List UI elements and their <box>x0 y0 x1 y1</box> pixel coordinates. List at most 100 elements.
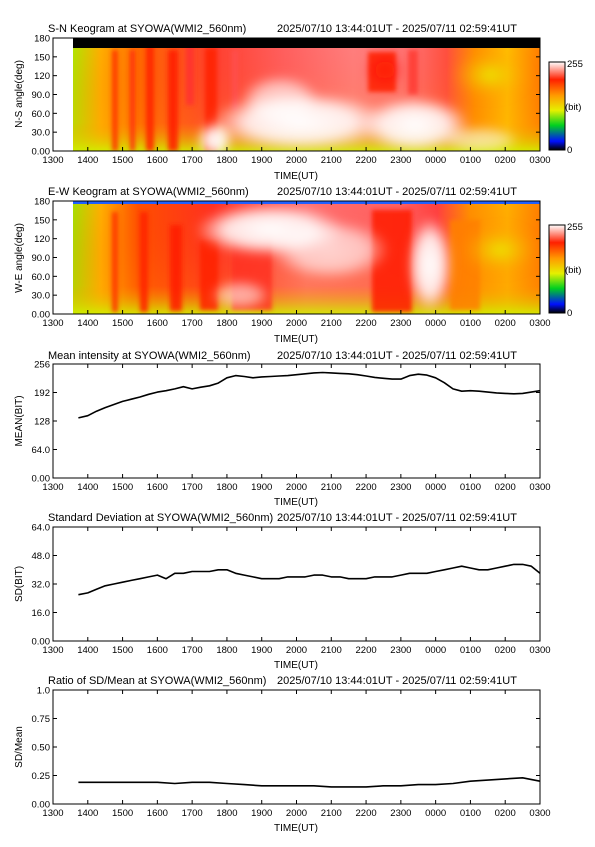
y-tick-label: 30.0 <box>32 291 51 302</box>
x-tick-label: 2000 <box>286 808 307 819</box>
x-tick-label: 2000 <box>286 155 307 166</box>
x-tick-label: 1700 <box>182 645 203 656</box>
x-tick-label: 2300 <box>390 645 411 656</box>
y-tick-label: 192 <box>34 388 50 399</box>
x-tick-label: 0300 <box>529 155 550 166</box>
ew-colorbar-min: 0 <box>567 308 572 319</box>
x-tick-label: 1300 <box>42 808 63 819</box>
x-tick-label: 1500 <box>112 482 133 493</box>
sd-title: Standard Deviation at SYOWA(WMI2_560nm) <box>48 512 273 524</box>
x-tick-label: 1400 <box>77 318 98 329</box>
x-tick-label: 1600 <box>147 808 168 819</box>
sn-colorbar-min: 0 <box>567 145 572 156</box>
x-tick-label: 2100 <box>321 155 342 166</box>
x-tick-label: 1400 <box>77 482 98 493</box>
y-tick-label: 0.50 <box>32 743 51 754</box>
x-tick-label: 2200 <box>356 482 377 493</box>
ratio-series-line <box>78 777 541 788</box>
x-tick-label: 1900 <box>251 482 272 493</box>
sd-panel: Standard Deviation at SYOWA(WMI2_560nm) … <box>14 512 551 671</box>
ratio-panel: Ratio of SD/Mean at SYOWA(WMI2_560nm) 20… <box>14 675 551 834</box>
x-tick-label: 1800 <box>216 318 237 329</box>
ew-keogram-top-edge <box>73 201 540 204</box>
x-tick-label: 0300 <box>529 645 550 656</box>
y-tick-label: 60.0 <box>32 272 51 283</box>
y-tick-label: 128 <box>34 417 50 428</box>
x-tick-label: 0300 <box>529 482 550 493</box>
x-tick-label: 0100 <box>460 155 481 166</box>
y-tick-label: 32.0 <box>32 580 51 591</box>
y-tick-label: 0.00 <box>32 800 51 811</box>
ratio-ylabel: SD/Mean <box>14 726 25 768</box>
x-tick-label: 0200 <box>495 318 516 329</box>
x-tick-label: 0200 <box>495 482 516 493</box>
x-tick-label: 2200 <box>356 318 377 329</box>
x-tick-label: 2300 <box>390 808 411 819</box>
x-tick-label: 0100 <box>460 318 481 329</box>
y-tick-label: 30.0 <box>32 128 51 139</box>
x-tick-label: 0000 <box>425 155 446 166</box>
x-tick-label: 2300 <box>390 482 411 493</box>
y-tick-label: 90.0 <box>32 90 51 101</box>
x-tick-label: 0100 <box>460 645 481 656</box>
ratio-frame <box>52 689 541 805</box>
y-tick-label: 0.00 <box>32 147 51 158</box>
ew-colorbar-max: 255 <box>567 222 583 233</box>
mean-intensity-panel: Mean intensity at SYOWA(WMI2_560nm) 2025… <box>14 350 551 508</box>
y-tick-label: 64.0 <box>32 523 51 534</box>
sn-keogram-panel: S-N Keogram at SYOWA(WMI2_560nm) 2025/07… <box>14 23 583 182</box>
y-tick-label: 180 <box>34 197 50 208</box>
x-tick-label: 1500 <box>112 318 133 329</box>
sn-keogram-time-range: 2025/07/10 13:44:01UT - 2025/07/11 02:59… <box>277 23 517 35</box>
x-tick-label: 0200 <box>495 645 516 656</box>
x-tick-label: 1600 <box>147 155 168 166</box>
sd-ylabel: SD(BIT) <box>14 566 25 602</box>
x-tick-label: 2100 <box>321 645 342 656</box>
y-tick-label: 0.00 <box>32 474 51 485</box>
x-tick-label: 1800 <box>216 645 237 656</box>
x-tick-label: 1700 <box>182 482 203 493</box>
ew-colorbar-unit: (bit) <box>565 265 581 276</box>
y-tick-label: 120 <box>34 234 50 245</box>
sn-keogram-image <box>73 38 540 151</box>
ew-keogram-panel: E-W Keogram at SYOWA(WMI2_560nm) 2025/07… <box>14 186 583 345</box>
x-tick-label: 2200 <box>356 645 377 656</box>
x-tick-label: 1300 <box>42 318 63 329</box>
ew-keogram-title: E-W Keogram at SYOWA(WMI2_560nm) <box>48 186 249 198</box>
x-tick-label: 1700 <box>182 155 203 166</box>
y-tick-label: 0.75 <box>32 714 51 725</box>
ratio-xlabel: TIME(UT) <box>274 823 318 834</box>
x-tick-label: 1300 <box>42 482 63 493</box>
sn-colorbar-unit: (bit) <box>565 102 581 113</box>
y-tick-label: 60.0 <box>32 109 51 120</box>
y-tick-label: 150 <box>34 215 50 226</box>
ew-keogram-time-range: 2025/07/10 13:44:01UT - 2025/07/11 02:59… <box>277 186 517 198</box>
x-tick-label: 0200 <box>495 155 516 166</box>
sd-series-line <box>78 563 541 596</box>
x-tick-label: 2000 <box>286 645 307 656</box>
x-tick-label: 0300 <box>529 318 550 329</box>
x-tick-label: 1600 <box>147 645 168 656</box>
x-tick-label: 2300 <box>390 155 411 166</box>
ew-keogram-image <box>73 201 540 314</box>
ratio-time-range: 2025/07/10 13:44:01UT - 2025/07/11 02:59… <box>277 675 517 687</box>
x-tick-label: 1500 <box>112 808 133 819</box>
sn-keogram-dark-band <box>73 38 540 48</box>
sd-xlabel: TIME(UT) <box>274 660 318 671</box>
x-tick-label: 0100 <box>460 808 481 819</box>
sn-colorbar-max: 255 <box>567 59 583 70</box>
x-tick-label: 1300 <box>42 645 63 656</box>
ratio-title: Ratio of SD/Mean at SYOWA(WMI2_560nm) <box>48 675 266 687</box>
x-tick-label: 0200 <box>495 808 516 819</box>
y-tick-label: 48.0 <box>32 551 51 562</box>
x-tick-label: 1900 <box>251 808 272 819</box>
sn-colorbar <box>548 61 566 151</box>
x-tick-label: 0000 <box>425 645 446 656</box>
y-tick-label: 120 <box>34 71 50 82</box>
x-tick-label: 2000 <box>286 482 307 493</box>
x-tick-label: 1700 <box>182 318 203 329</box>
x-tick-label: 1900 <box>251 318 272 329</box>
sn-keogram-no-data <box>53 38 73 151</box>
x-tick-label: 2100 <box>321 318 342 329</box>
